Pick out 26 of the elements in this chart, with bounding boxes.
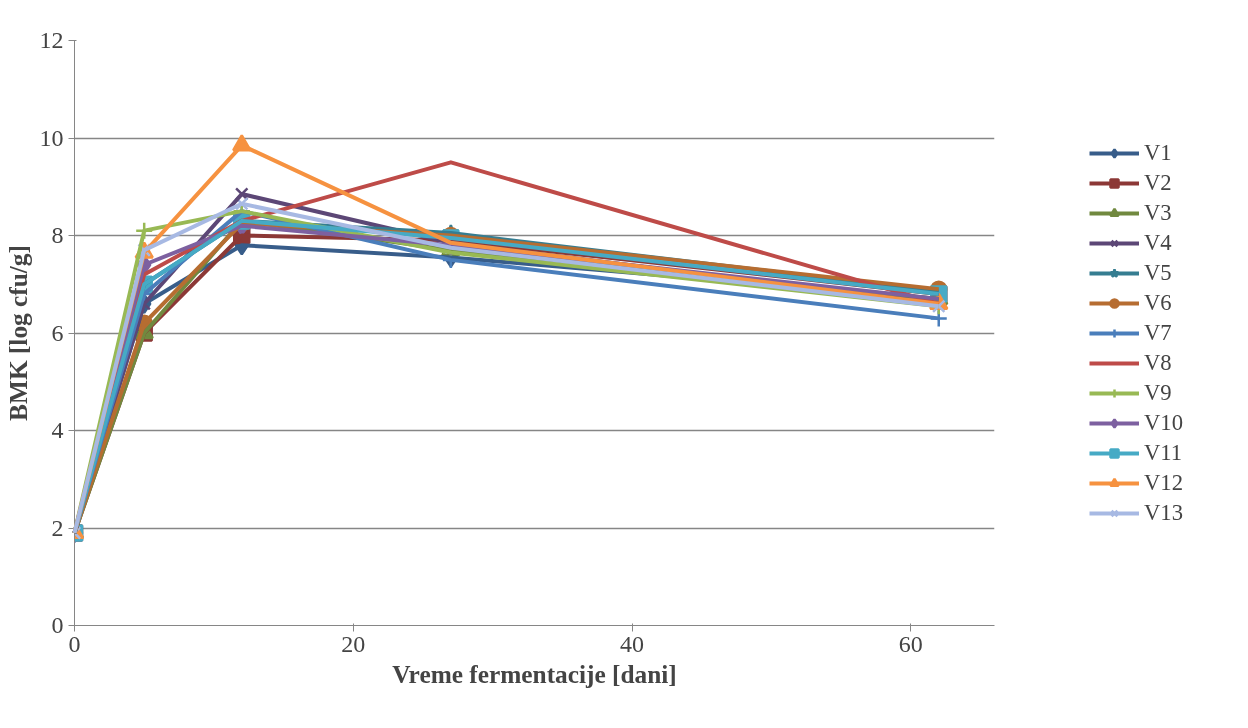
x-axis-title: Vreme fermentacije [dani] xyxy=(392,659,677,688)
legend-label: V13 xyxy=(1144,499,1184,526)
x-tick-label: 0 xyxy=(68,630,81,657)
y-tick-label: 0 xyxy=(51,612,64,638)
legend-label: V4 xyxy=(1144,229,1172,256)
x-tick-label: 20 xyxy=(341,630,366,657)
legend-label: V10 xyxy=(1144,409,1184,436)
y-axis-title: BMK [log cfu/g] xyxy=(3,245,32,421)
legend-label: V12 xyxy=(1144,469,1184,496)
y-tick-label: 6 xyxy=(51,319,64,346)
legend-label: V3 xyxy=(1144,199,1172,226)
legend-label: V7 xyxy=(1144,319,1172,346)
legend-label: V11 xyxy=(1144,439,1183,466)
y-tick-label: 12 xyxy=(39,27,64,53)
legend-label: V5 xyxy=(1144,259,1172,286)
legend-label: V6 xyxy=(1144,289,1172,316)
legend-label: V9 xyxy=(1144,379,1172,406)
x-tick-label: 60 xyxy=(898,630,923,657)
y-tick-label: 8 xyxy=(51,222,64,248)
legend-label: V8 xyxy=(1144,349,1172,376)
legend-label: V1 xyxy=(1144,139,1172,166)
x-tick-label: 40 xyxy=(620,630,645,657)
legend-label: V2 xyxy=(1144,169,1172,196)
y-tick-label: 10 xyxy=(39,124,64,151)
y-tick-label: 4 xyxy=(51,417,64,443)
y-tick-label: 2 xyxy=(51,514,64,541)
